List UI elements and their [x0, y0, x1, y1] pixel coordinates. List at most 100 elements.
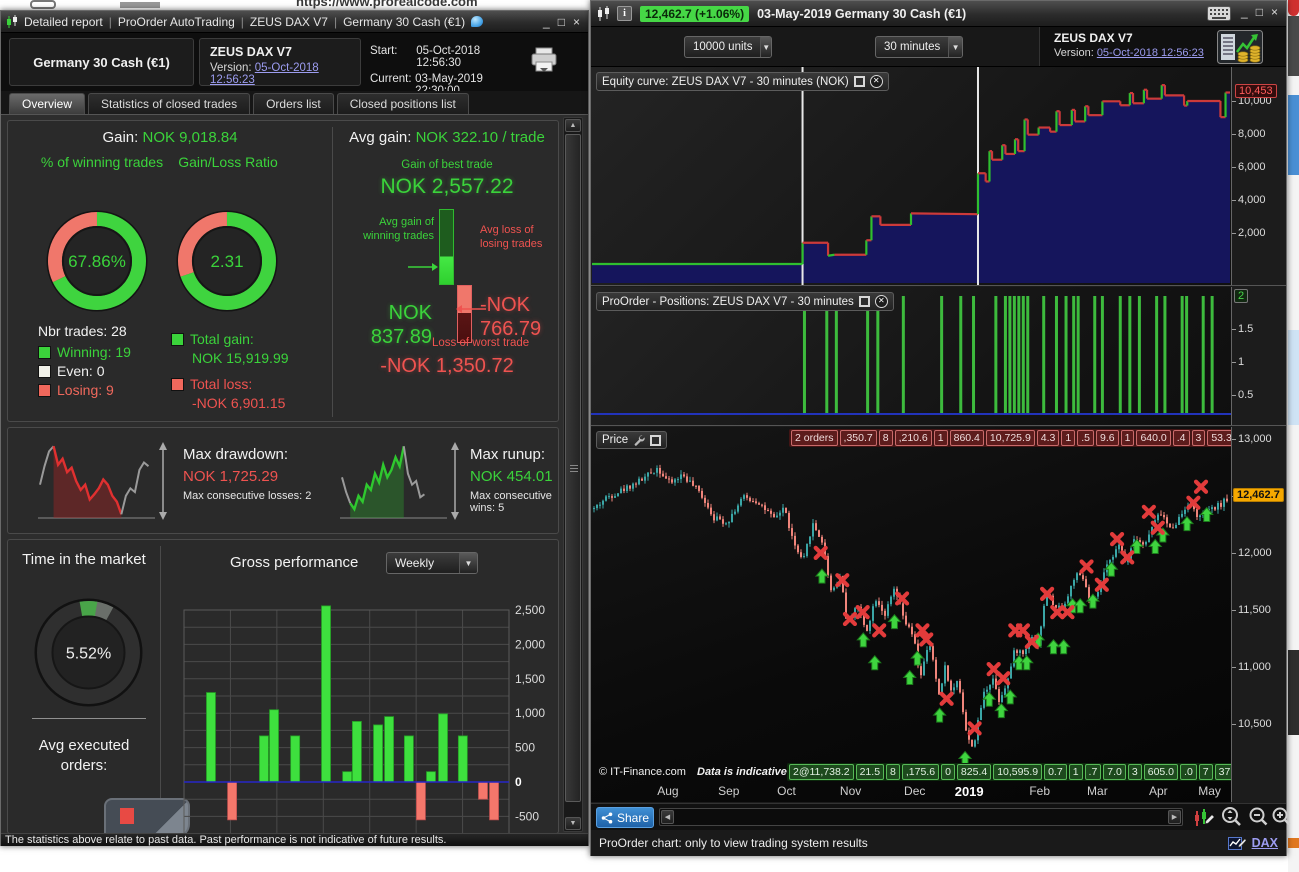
banner-chip: 9.6 — [1096, 430, 1119, 446]
scroll-right-button[interactable]: ▶ — [1168, 810, 1181, 824]
chart-titlebar[interactable]: i 12,462.7 (+1.06%) 03-May-2019 Germany … — [591, 1, 1286, 27]
svg-text:0: 0 — [515, 775, 522, 789]
period-box: Start: 05-Oct-2018 12:56:30 Current: 03-Ma… — [366, 38, 524, 97]
wrench-icon[interactable] — [633, 434, 645, 446]
title-separator: | — [108, 14, 112, 29]
chevron-down-icon: ▼ — [948, 37, 962, 57]
chat-bubble-icon[interactable] — [471, 16, 484, 27]
equity-panel-label[interactable]: Equity curve: ZEUS DAX V7 - 30 minutes (… — [596, 72, 889, 91]
month-label: 2019 — [954, 784, 984, 799]
share-button[interactable]: Share — [596, 807, 654, 828]
report-tabbar: Overview Statistics of closed trades Order… — [1, 91, 588, 114]
chart-status-text: ProOrder chart: only to view trading sys… — [599, 836, 868, 850]
sell-marker — [842, 611, 858, 627]
maximize-button[interactable]: □ — [1255, 5, 1263, 19]
instrument-name: Germany 30 Cash (€1) — [33, 54, 170, 70]
scale-label: 0.5 — [1238, 389, 1254, 401]
timeframe-dropdown[interactable]: 30 minutes ▼ — [875, 36, 963, 58]
max-drawdown-label: Max drawdown: — [183, 446, 289, 463]
scale-label: 11,000 — [1238, 661, 1271, 673]
scroll-up-button[interactable]: ▲ — [565, 119, 581, 132]
equity-panel: Equity curve: ZEUS DAX V7 - 30 minutes (… — [591, 67, 1286, 286]
restore-panel-icon[interactable] — [853, 76, 865, 87]
scale-label: 13,000 — [1238, 433, 1272, 445]
scale-tick — [1232, 439, 1236, 440]
scroll-left-button[interactable]: ◀ — [661, 810, 674, 824]
total-loss-swatch — [171, 378, 184, 391]
horizontal-scrollbar[interactable]: ◀ ▶ — [659, 808, 1183, 826]
zoom-fit-icon[interactable] — [1220, 806, 1244, 828]
report-scrollbar[interactable]: ▲ ▼ — [563, 117, 583, 832]
trading-system-icon[interactable] — [1217, 30, 1263, 64]
price-panel-label[interactable]: Price — [596, 431, 668, 449]
time-axis: Aug Sep Oct Nov Dec 2019 Feb Mar Apr May — [591, 783, 1231, 801]
system-name: ZEUS DAX V7 — [1054, 31, 1133, 45]
close-button[interactable]: × — [572, 14, 580, 29]
scale-tick — [1232, 362, 1236, 363]
minimize-button[interactable]: _ — [543, 14, 550, 29]
max-drawdown-sub: Max consecutive losses: 2 — [183, 490, 312, 502]
scale-tick — [1232, 167, 1236, 168]
sell-marker — [1193, 479, 1209, 494]
positions-max-badge: 2 — [1234, 289, 1249, 303]
zoom-out-icon[interactable] — [1248, 807, 1269, 827]
report-window-title: Detailed report | ProOrder AutoTrading | ZEU… — [24, 15, 465, 29]
svg-text:1,000: 1,000 — [515, 706, 545, 720]
sell-marker — [1186, 495, 1201, 510]
legend-swatch — [38, 346, 51, 359]
tab-overview[interactable]: Overview — [9, 93, 86, 114]
report-statusbar: The statistics above relate to past data… — [1, 833, 588, 846]
scroll-down-button[interactable]: ▼ — [565, 817, 581, 830]
info-icon[interactable]: i — [617, 6, 632, 21]
positions-scale: 1.5 1 0.5 2 — [1232, 287, 1286, 425]
zoom-in-icon[interactable] — [1271, 807, 1292, 827]
gross-period-dropdown[interactable]: Weekly ▼ — [386, 552, 478, 574]
restore-panel-icon[interactable] — [858, 296, 870, 307]
instrument-link[interactable]: DAX — [1251, 836, 1278, 850]
buy-marker — [856, 632, 871, 648]
units-dropdown[interactable]: 10000 units ▼ — [684, 36, 772, 58]
chart-settings-icon[interactable] — [1192, 807, 1214, 828]
print-icon[interactable] — [529, 45, 559, 75]
banner-chip: .4 — [1172, 430, 1190, 446]
legend-swatch — [38, 365, 51, 378]
restore-panel-icon[interactable] — [650, 434, 662, 446]
sell-marker — [813, 545, 828, 560]
banner-chip: 4.3 — [1036, 430, 1060, 446]
minimize-button[interactable]: _ — [1241, 5, 1248, 19]
month-label: Oct — [777, 784, 796, 798]
close-button[interactable]: × — [1270, 5, 1278, 19]
scale-label: 4,000 — [1238, 194, 1266, 206]
version-link[interactable]: 05-Oct-2018 12:56:23 — [1096, 47, 1204, 59]
tab-closed-positions-list[interactable]: Closed positions list — [336, 93, 469, 114]
report-window-controls: _ □ × — [543, 16, 580, 28]
winning-trades-donut: 67.86% — [46, 210, 148, 312]
tab-orders-list[interactable]: Orders list — [253, 93, 334, 114]
total-gain-swatch — [171, 333, 184, 346]
keyboard-icon[interactable] — [1207, 6, 1232, 21]
scale-tick — [1232, 610, 1236, 611]
close-panel-icon[interactable]: ✕ — [874, 295, 888, 308]
title-segment: ProOrder AutoTrading — [117, 14, 235, 29]
gross-performance-header: Gross performance Weekly ▼ — [168, 552, 556, 576]
banner-chip: ,175.6 — [901, 764, 940, 780]
tab-statistics-of-closed-trades[interactable]: Statistics of closed trades — [88, 93, 251, 114]
indicative-note: Data is indicative — [697, 766, 787, 778]
banner-chip: 37.8 — [1214, 764, 1231, 780]
report-titlebar[interactable]: Detailed report | ProOrder AutoTrading | ZEU… — [1, 11, 588, 33]
avg-orders-icon — [104, 798, 190, 833]
maximize-button[interactable]: □ — [557, 14, 565, 29]
buy-marker — [932, 707, 947, 723]
version-link[interactable]: 05-Oct-2018 12:56:23 — [210, 62, 319, 86]
legend-item: Losing: 9 — [38, 381, 131, 400]
divider — [160, 546, 161, 829]
close-panel-icon[interactable]: ✕ — [869, 75, 883, 88]
sell-marker — [1141, 504, 1156, 519]
buy-marker — [910, 650, 925, 666]
scrollbar-thumb[interactable] — [565, 134, 581, 802]
time-gross-box: Time in the market 5.52% Avg executed or… — [7, 539, 559, 833]
positions-panel-label[interactable]: ProOrder - Positions: ZEUS DAX V7 - 30 m… — [596, 292, 894, 311]
background-right-strip — [1288, 0, 1299, 872]
best-trade-label: Gain of best trade — [401, 159, 493, 171]
scale-label: 10,000 — [1238, 95, 1272, 107]
